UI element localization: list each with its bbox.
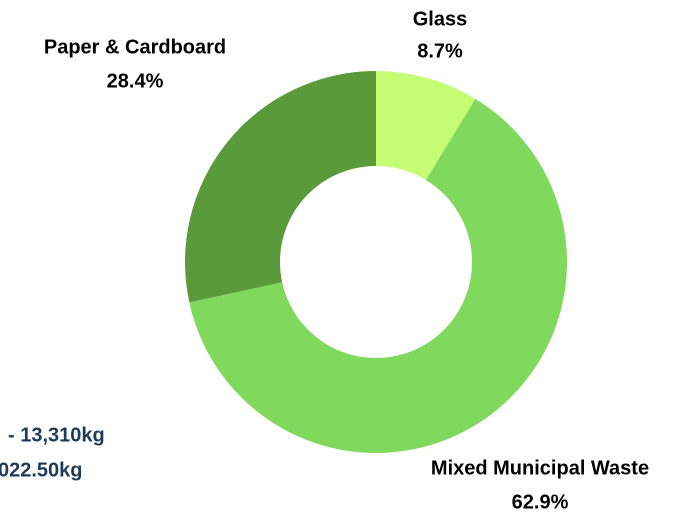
slice-value-label: 8.7% — [417, 40, 463, 62]
slice-value-label: 28.4% — [107, 70, 164, 92]
slice-label: Paper & Cardboard — [44, 36, 226, 58]
donut-slice — [189, 98, 567, 453]
slice-label: Glass — [413, 8, 467, 30]
annotation: 022.50kg — [0, 459, 83, 481]
slice-value-label: 62.9% — [512, 491, 569, 513]
annotation: - 13,310kg — [8, 424, 105, 446]
slice-label: Mixed Municipal Waste — [431, 457, 649, 479]
donut-slice — [184, 71, 376, 303]
donut-slice — [376, 71, 476, 180]
